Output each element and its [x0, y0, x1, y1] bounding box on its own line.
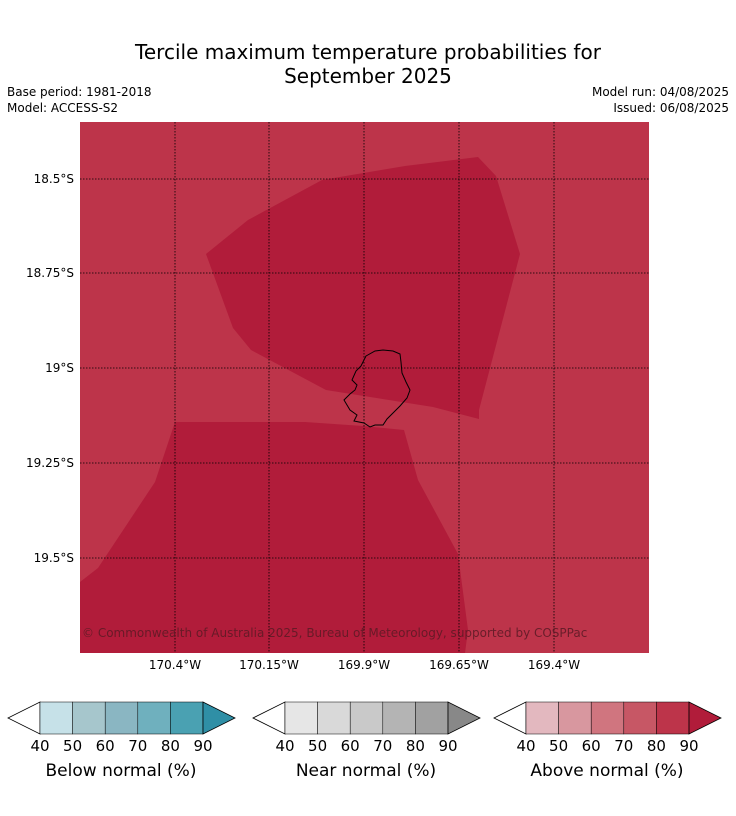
- colorbar-segment: [623, 701, 657, 735]
- model-text: Model: ACCESS-S2: [7, 101, 119, 115]
- chart-title-line1: Tercile maximum temperature probabilitie…: [135, 40, 601, 64]
- colorbar-tick-label: 40: [30, 737, 49, 755]
- colorbar-high-extension: [202, 701, 236, 735]
- colorbar-tick-label: 60: [582, 737, 601, 755]
- colorbar-tick-label: 50: [308, 737, 327, 755]
- colorbar-high-extension: [688, 701, 722, 735]
- colorbar-tick-label: 70: [614, 737, 633, 755]
- colorbar-tick-label: 90: [193, 737, 212, 755]
- colorbar-segment: [656, 701, 690, 735]
- colorbar-segment: [72, 701, 106, 735]
- colorbar-tick-label: 90: [679, 737, 698, 755]
- copyright-notice: © Commonwealth of Australia 2025, Bureau…: [82, 626, 587, 640]
- latitude-label: 19.5°S: [34, 551, 74, 565]
- longitude-label: 169.65°W: [429, 658, 489, 672]
- latitude-labels: 18.5°S 18.75°S 19°S 19.25°S 19.5°S: [26, 172, 74, 565]
- colorbar-tick-label: 50: [63, 737, 82, 755]
- latitude-label: 19.25°S: [26, 456, 74, 470]
- issued-text: Issued: 06/08/2025: [613, 101, 729, 115]
- longitude-label: 170.4°W: [149, 658, 201, 672]
- run-info: Model run: 04/08/2025 Issued: 06/08/2025: [592, 84, 729, 116]
- near-normal-label: Near normal (%): [295, 761, 437, 781]
- colorbar-tick-label: 60: [341, 737, 360, 755]
- colorbar-low-extension: [493, 701, 527, 735]
- colorbar-segment: [349, 701, 384, 735]
- longitude-labels: 170.4°W 170.15°W 169.9°W 169.65°W 169.4°W: [149, 658, 580, 672]
- colorbar-segment: [525, 701, 559, 735]
- colorbar-segment: [558, 701, 592, 735]
- colorbar-low-extension: [7, 701, 41, 735]
- colorbar-tick-label: 50: [549, 737, 568, 755]
- above-normal-colorbar: 40 50 60 70 80 90: [493, 701, 722, 755]
- chart-title-line2: September 2025: [284, 64, 452, 88]
- colorbar-tick-label: 70: [373, 737, 392, 755]
- colorbar-tick-label: 40: [516, 737, 535, 755]
- colorbar-segment: [284, 701, 318, 735]
- colorbars: 40 50 60 70 80 90 40 50 60 70 80 90 40 50 60 70 80 90: [7, 701, 722, 755]
- below-normal-colorbar: 40 50 60 70 80 90: [7, 701, 236, 755]
- near-normal-colorbar: 40 50 60 70 80 90: [252, 701, 481, 755]
- map-plot: [80, 122, 649, 653]
- colorbar-tick-label: 40: [275, 737, 294, 755]
- colorbar-segment: [39, 701, 73, 735]
- longitude-label: 169.9°W: [338, 658, 390, 672]
- colorbar-segment: [137, 701, 171, 735]
- island-coastline: [343, 349, 411, 428]
- colorbar-tick-label: 80: [161, 737, 180, 755]
- colorbar-tick-label: 90: [438, 737, 457, 755]
- above-normal-label: Above normal (%): [530, 761, 684, 781]
- colorbar-segment: [590, 701, 625, 735]
- colorbar-high-extension: [447, 701, 481, 735]
- latitude-label: 18.75°S: [26, 266, 74, 280]
- colorbar-tick-label: 80: [406, 737, 425, 755]
- colorbar-low-extension: [252, 701, 286, 735]
- graticule: [80, 122, 649, 653]
- longitude-label: 169.4°W: [528, 658, 580, 672]
- region-above-90-plus-south: [80, 422, 468, 653]
- base-period-text: Base period: 1981-2018: [7, 85, 152, 99]
- model-run-text: Model run: 04/08/2025: [591, 85, 729, 99]
- model-info: Base period: 1981-2018 Model: ACCESS-S2: [7, 84, 152, 116]
- colorbar-segment: [382, 701, 416, 735]
- longitude-label: 170.15°W: [239, 658, 299, 672]
- region-above-90-plus-north: [206, 157, 520, 419]
- latitude-label: 19°S: [45, 361, 74, 375]
- colorbar-segment: [317, 701, 351, 735]
- colorbar-tick-label: 70: [128, 737, 147, 755]
- latitude-label: 18.5°S: [34, 172, 74, 186]
- colorbar-tick-label: 60: [96, 737, 115, 755]
- colorbar-segment: [104, 701, 139, 735]
- below-normal-label: Below normal (%): [45, 761, 197, 781]
- colorbar-tick-label: 80: [647, 737, 666, 755]
- colorbar-segment: [415, 701, 449, 735]
- colorbar-segment: [170, 701, 204, 735]
